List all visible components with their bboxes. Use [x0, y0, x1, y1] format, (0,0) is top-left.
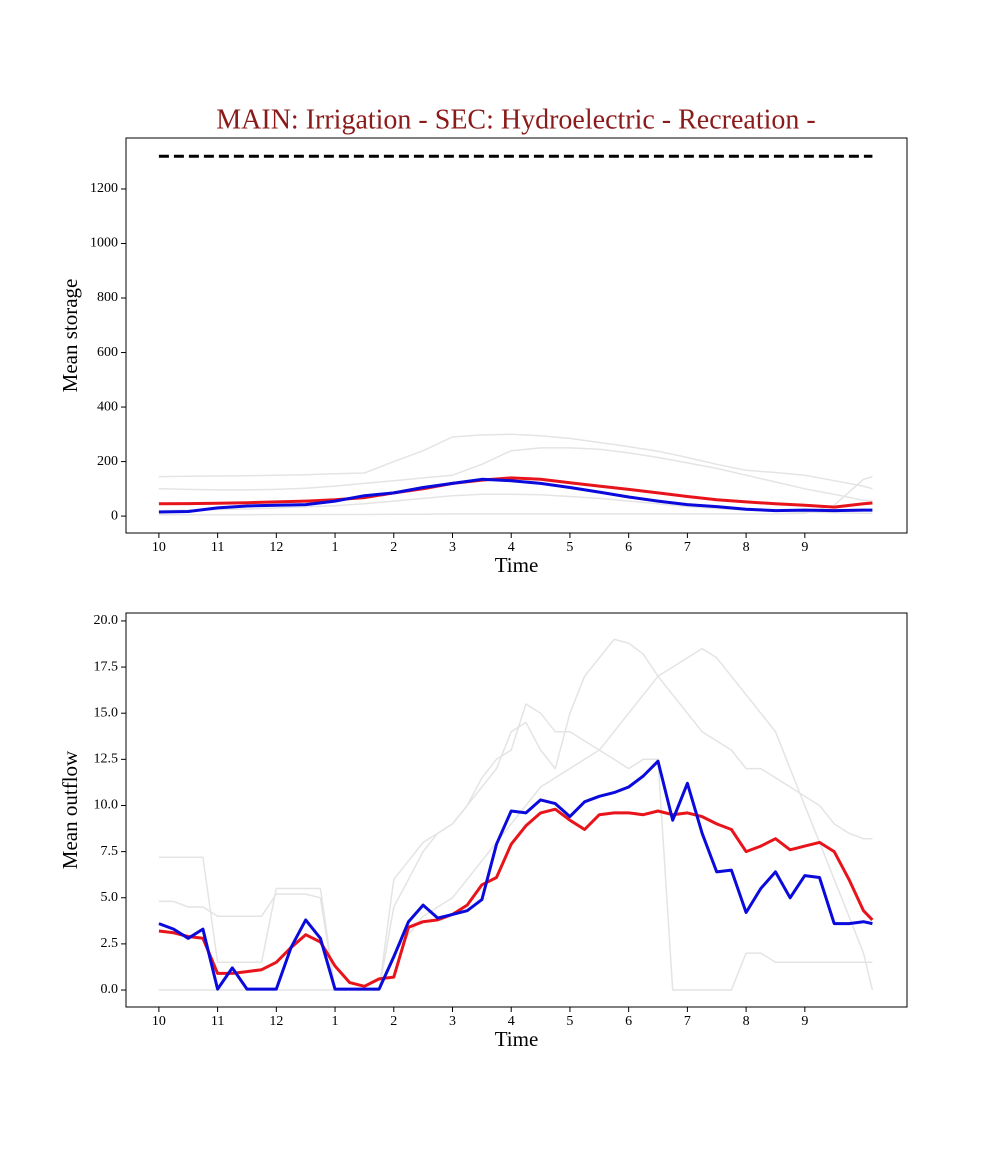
x-tick-label: 9 — [801, 1014, 808, 1029]
y-tick-label: 1000 — [90, 236, 118, 251]
y-tick-label: 200 — [97, 454, 118, 469]
x-tick-label: 3 — [449, 540, 456, 555]
series-line — [158, 638, 873, 991]
x-tick-label: 7 — [684, 540, 691, 555]
x-tick-label: 2 — [390, 1014, 397, 1029]
series-line — [158, 807, 874, 988]
series-line — [158, 433, 873, 490]
series-line — [158, 447, 873, 502]
chart-title: MAIN: Irrigation - SEC: Hydroelectric - … — [216, 104, 815, 135]
x-tick-label: 4 — [508, 540, 515, 555]
x-tick-label: 5 — [566, 1014, 573, 1029]
x-tick-label: 6 — [625, 1014, 632, 1029]
y-tick-label: 7.5 — [101, 844, 119, 859]
x-tick-label: 10 — [152, 1014, 166, 1029]
x-tick-label: 11 — [211, 540, 224, 555]
y-tick-label: 12.5 — [94, 752, 119, 767]
y-tick-label: 20.0 — [94, 613, 119, 628]
axes-frame — [125, 612, 908, 1008]
y-tick-label: 1200 — [90, 181, 118, 196]
x-tick-label: 12 — [269, 1014, 283, 1029]
x-tick-label: 1 — [332, 1014, 339, 1029]
y-axis-label: Mean outflow — [58, 750, 82, 869]
y-tick-label: 15.0 — [94, 705, 119, 720]
x-tick-label: 7 — [684, 1014, 691, 1029]
x-tick-label: 2 — [390, 540, 397, 555]
y-tick-label: 600 — [97, 345, 118, 360]
x-tick-label: 12 — [269, 540, 283, 555]
y-tick-label: 800 — [97, 290, 118, 305]
y-tick-label: 0.0 — [101, 982, 119, 997]
x-tick-label: 4 — [508, 1014, 515, 1029]
x-tick-label: 10 — [152, 540, 166, 555]
x-axis-label: Time — [495, 553, 539, 577]
x-tick-label: 3 — [449, 1014, 456, 1029]
axes-frame — [125, 137, 908, 534]
y-axis-label: Mean storage — [58, 279, 82, 393]
series-line — [158, 477, 873, 514]
x-tick-label: 8 — [743, 1014, 750, 1029]
x-tick-label: 9 — [801, 540, 808, 555]
series-line — [158, 703, 873, 991]
x-tick-label: 5 — [566, 540, 573, 555]
y-tick-label: 400 — [97, 399, 118, 414]
series-line — [158, 476, 873, 509]
x-tick-label: 11 — [211, 1014, 224, 1029]
y-tick-label: 2.5 — [101, 936, 119, 951]
y-tick-label: 17.5 — [94, 659, 119, 674]
x-axis-label: Time — [495, 1027, 539, 1051]
y-tick-label: 0 — [111, 508, 118, 523]
y-tick-label: 10.0 — [94, 798, 119, 813]
series-line — [158, 759, 873, 991]
series-line — [158, 647, 874, 991]
x-tick-label: 8 — [743, 540, 750, 555]
x-tick-label: 6 — [625, 540, 632, 555]
y-tick-label: 5.0 — [101, 890, 119, 905]
x-tick-label: 1 — [332, 540, 339, 555]
series-line — [158, 475, 873, 516]
